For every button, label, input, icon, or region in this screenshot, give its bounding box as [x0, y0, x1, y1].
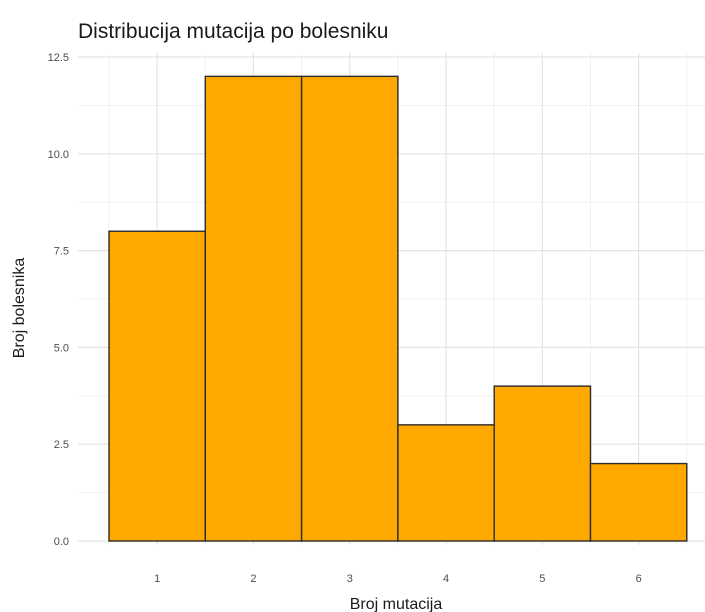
bar-5: [493, 385, 592, 542]
y-tick-label: 10.0: [48, 149, 69, 161]
y-axis-title: Broj bolesnika: [11, 258, 28, 359]
y-tick-label: 5.0: [54, 342, 69, 354]
x-tick-label: 2: [250, 573, 256, 585]
x-tick-label: 4: [443, 573, 449, 585]
y-tick-label: 12.5: [48, 52, 69, 64]
bar-4: [397, 424, 495, 542]
x-tick-label: 5: [539, 573, 545, 585]
chart-title: Distribucija mutacija po bolesniku: [78, 20, 388, 43]
x-axis-title: Broj mutacija: [350, 596, 443, 612]
y-tick-label: 0.0: [54, 536, 69, 548]
bar-3: [300, 75, 399, 542]
bars-group: [108, 75, 688, 542]
bar-6: [589, 462, 688, 542]
x-tick-label: 3: [347, 573, 353, 585]
x-tick-label: 1: [154, 573, 160, 585]
x-tick-label: 6: [636, 573, 642, 585]
y-axis-ticks: 0.0 2.5 5.0 7.5 10.0 12.5: [48, 52, 69, 548]
bar-1: [108, 230, 207, 542]
bar-2: [204, 75, 303, 542]
y-tick-label: 2.5: [54, 439, 69, 451]
y-tick-label: 7.5: [54, 246, 69, 258]
x-axis-ticks: 1 2 3 4 5 6: [154, 573, 642, 585]
